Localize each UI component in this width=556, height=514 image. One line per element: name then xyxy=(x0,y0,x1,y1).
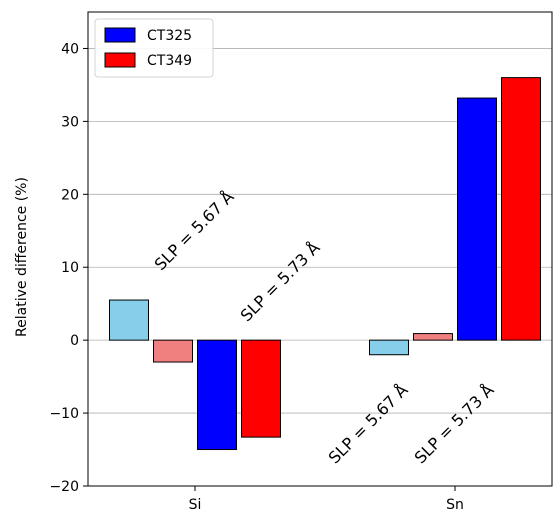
y-tick-label: 0 xyxy=(70,333,79,349)
bar-sn-series-3 xyxy=(501,77,541,341)
bar-sn-series-1 xyxy=(413,333,453,341)
x-tick-label: Si xyxy=(189,497,202,513)
x-tick-label: Sn xyxy=(446,497,464,513)
legend-swatch xyxy=(104,52,136,68)
bars xyxy=(109,77,541,451)
y-tick-label: −10 xyxy=(49,406,79,422)
y-tick-label: 30 xyxy=(61,114,79,130)
y-tick-label: 10 xyxy=(61,260,79,276)
y-tick-label: 40 xyxy=(61,41,79,57)
plot-frame xyxy=(87,11,553,487)
y-tick-label: 20 xyxy=(61,187,79,203)
bar-sn-series-0 xyxy=(369,339,409,356)
annotation-label: SLP = 5.73 Å xyxy=(411,380,498,467)
annotation-label: SLP = 5.67 Å xyxy=(151,187,238,274)
bar-sn-series-2 xyxy=(457,97,497,341)
bar-si-series-3 xyxy=(241,339,281,438)
legend-label: CT325 xyxy=(147,28,192,44)
legend-label: CT349 xyxy=(147,53,192,69)
bar-si-series-2 xyxy=(197,339,237,451)
annotation-label: SLP = 5.73 Å xyxy=(237,238,324,325)
bar-si-series-0 xyxy=(109,299,149,341)
axes: −20 −10 0 10 20 30 40 Si Sn Relative difference (… xyxy=(14,11,553,513)
bar-si-series-1 xyxy=(153,339,193,363)
y-axis-label: Relative difference (%) xyxy=(14,177,30,337)
legend: CT325 CT349 xyxy=(94,18,214,78)
legend-swatch xyxy=(104,27,136,43)
y-tick-label: −20 xyxy=(49,479,79,495)
annotation-label: SLP = 5.67 Å xyxy=(325,380,412,467)
